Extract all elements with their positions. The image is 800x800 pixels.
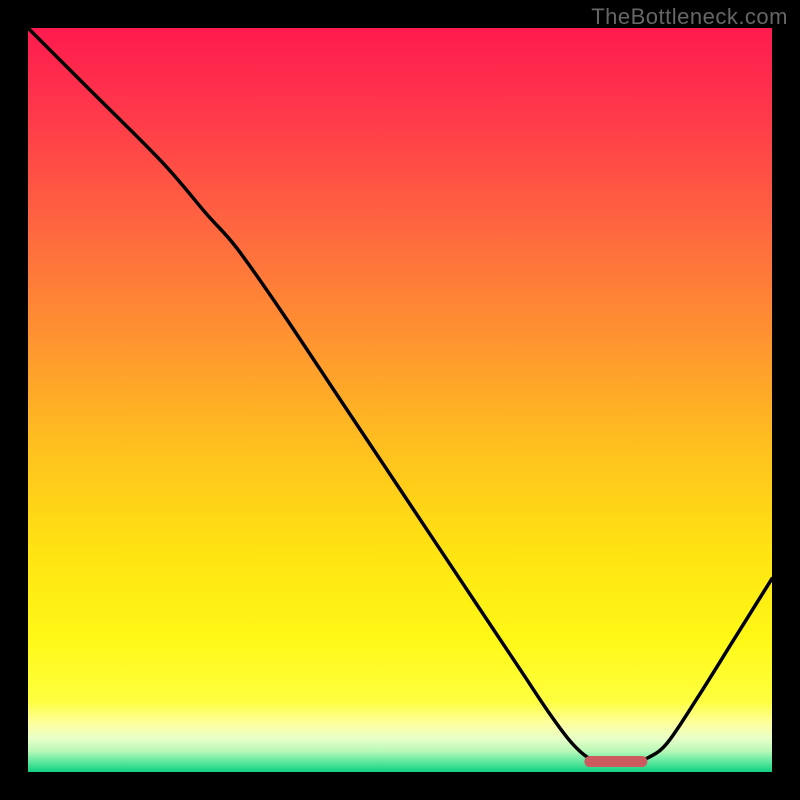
figure-root: TheBottleneck.com xyxy=(0,0,800,800)
site-watermark: TheBottleneck.com xyxy=(591,4,788,30)
bottleneck-curve xyxy=(28,28,772,772)
optimal-point-marker xyxy=(584,756,647,768)
plot-area xyxy=(28,28,772,772)
